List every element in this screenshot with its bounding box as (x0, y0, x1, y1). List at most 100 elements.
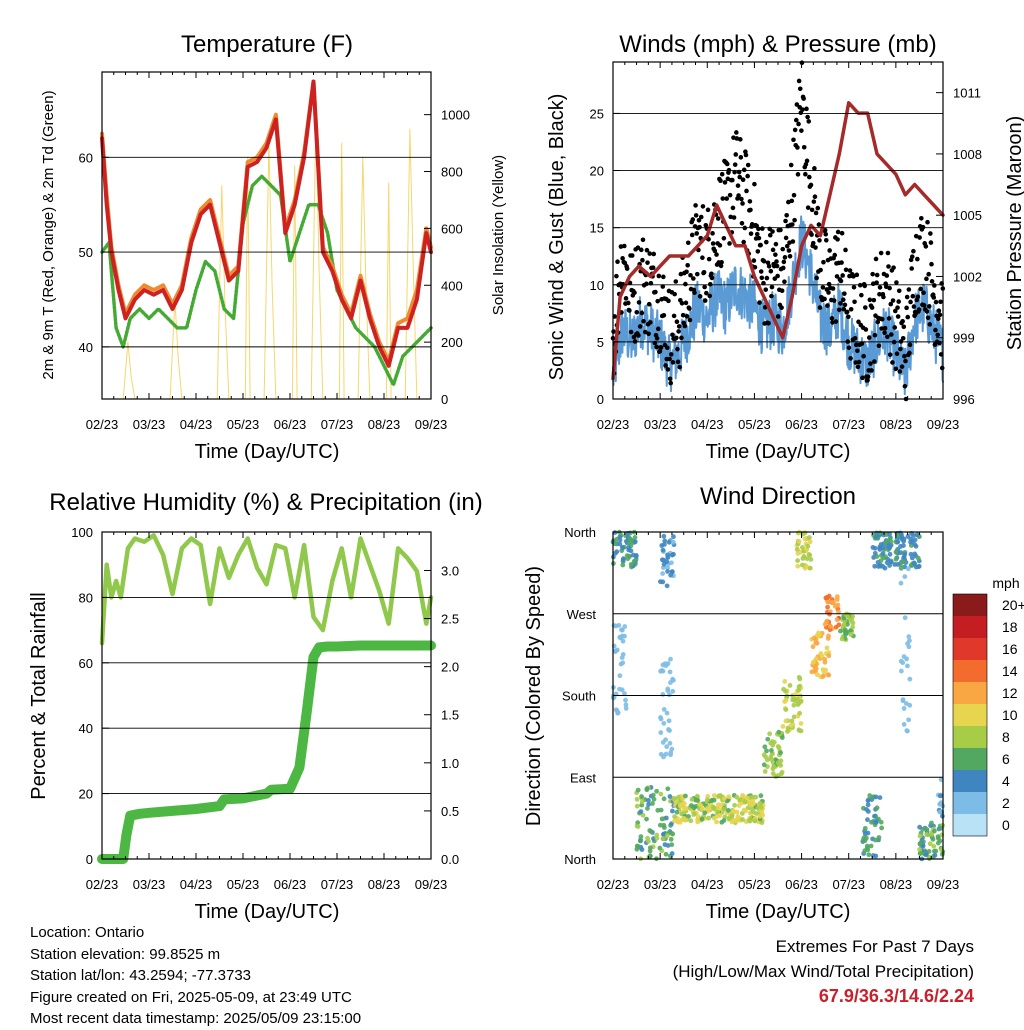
gust-point (622, 243, 627, 249)
direction-point (783, 718, 789, 724)
gust-point (863, 305, 868, 310)
humidity-ylabel-left: Percent & Total Rainfall (28, 592, 50, 800)
direction-point (694, 797, 700, 803)
gust-point (647, 251, 653, 256)
direction-point (688, 803, 694, 808)
gust-point (636, 300, 642, 305)
gust-point (926, 271, 931, 277)
gust-point (887, 285, 892, 291)
gust-point (653, 289, 658, 295)
gust-point (705, 207, 711, 213)
gust-point (658, 345, 664, 350)
gust-point (791, 192, 797, 198)
temperature-xtick-label: 09/23 (415, 417, 448, 432)
direction-point (660, 557, 666, 563)
gust-point (890, 360, 895, 365)
direction-point (798, 728, 804, 734)
winds-xtick-label: 04/23 (691, 417, 724, 432)
colorbar-tick-label: 0 (1002, 817, 1010, 833)
gust-point (887, 352, 893, 357)
gust-point (804, 158, 810, 164)
gust-point (874, 272, 880, 278)
gust-point (734, 130, 739, 135)
humidity-xtick-label: 06/23 (274, 877, 307, 892)
gust-point (901, 324, 907, 330)
direction-point (864, 807, 869, 812)
direction-point (711, 815, 717, 821)
gust-point (839, 260, 844, 265)
gust-point (764, 275, 770, 281)
gust-point (688, 272, 693, 278)
direction-point (873, 534, 879, 540)
direction-point (620, 660, 626, 666)
direction-ytick-label: North (564, 525, 596, 540)
direction-point (668, 680, 673, 685)
direction-point (734, 794, 740, 800)
direction-point (773, 774, 779, 779)
gust-point (938, 352, 944, 357)
gust-point (932, 283, 937, 288)
temp-9m-line (100, 79, 433, 364)
gust-point (648, 320, 653, 325)
gust-point (784, 212, 789, 218)
gust-point (745, 162, 751, 168)
winds-ytick-label-right: 996 (953, 392, 975, 407)
gust-point (694, 231, 700, 236)
direction-point (654, 835, 660, 841)
gust-point (910, 293, 916, 299)
direction-point (691, 811, 697, 817)
gust-point (822, 296, 827, 302)
gust-point (632, 290, 637, 296)
gust-point (685, 262, 690, 268)
gust-point (931, 295, 937, 300)
gust-point (904, 294, 910, 300)
humidity-xtick-label: 02/23 (86, 877, 119, 892)
gust-point (840, 273, 845, 278)
gust-point (899, 364, 905, 369)
colorbar-swatch (953, 704, 987, 726)
gust-point (937, 312, 943, 318)
gust-point (675, 346, 680, 352)
direction-point (634, 803, 640, 809)
gust-point (740, 177, 746, 183)
gust-point (679, 300, 685, 306)
gust-point (775, 314, 781, 319)
winds-xtick-label: 02/23 (597, 417, 630, 432)
direction-point (635, 787, 641, 793)
humidity-xtick-label: 09/23 (415, 877, 448, 892)
gust-point (676, 329, 681, 334)
gust-point (642, 329, 648, 335)
direction-point (834, 617, 840, 623)
direction-point (706, 815, 711, 821)
direction-point (725, 808, 731, 813)
colorbar: 20+ 18 16 14 12 10 8 6 4 2 0 (952, 593, 1024, 837)
gust-point (860, 375, 865, 381)
direction-point (834, 594, 840, 600)
gust-point (677, 364, 683, 370)
gust-point (835, 237, 840, 242)
gust-point (827, 248, 832, 253)
gust-point (906, 287, 912, 292)
humidity-ytick-label: 0 (86, 852, 93, 867)
direction-point (904, 656, 910, 662)
figure-created: Figure created on Fri, 2025-05-09, at 23… (30, 988, 352, 1006)
gust-point (654, 344, 659, 350)
direction-point (902, 615, 908, 621)
gust-point (667, 376, 673, 382)
gust-point (759, 275, 765, 281)
direction-point (912, 551, 918, 557)
direction-point (734, 809, 740, 815)
gust-point (757, 300, 762, 305)
gust-point (911, 304, 917, 309)
gust-point (870, 271, 875, 277)
direction-point (747, 818, 753, 824)
gust-point (693, 203, 698, 208)
gust-point (924, 309, 930, 314)
direction-point (657, 845, 663, 851)
direction-xlabel: Time (Day/UTC) (706, 901, 851, 923)
gust-point (668, 352, 674, 357)
direction-point (623, 702, 629, 708)
gust-point (839, 230, 845, 236)
direction-point (758, 793, 764, 799)
